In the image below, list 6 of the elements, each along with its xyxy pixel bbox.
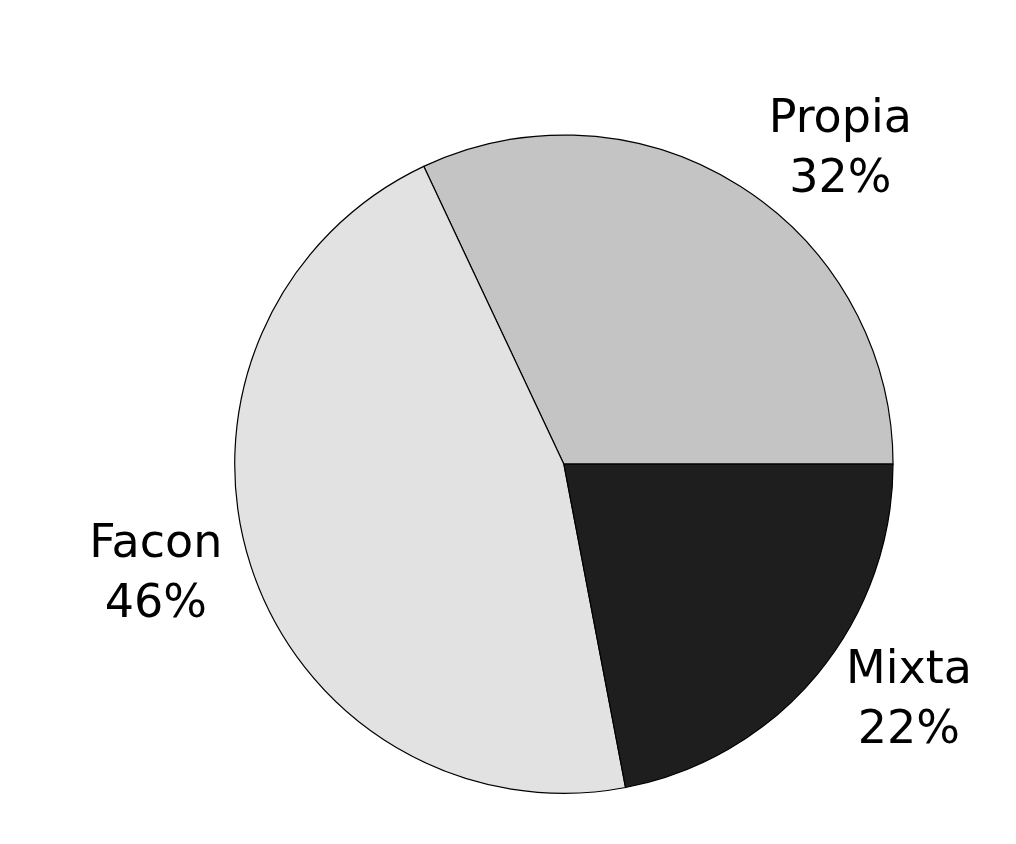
slice-label: Mixta [845,640,972,695]
data-label: 32% [789,148,892,203]
data-label: 46% [104,574,207,629]
data-label: 22% [857,700,961,755]
slice-label: Propia [768,88,912,143]
slice-label: Facon [89,514,223,569]
